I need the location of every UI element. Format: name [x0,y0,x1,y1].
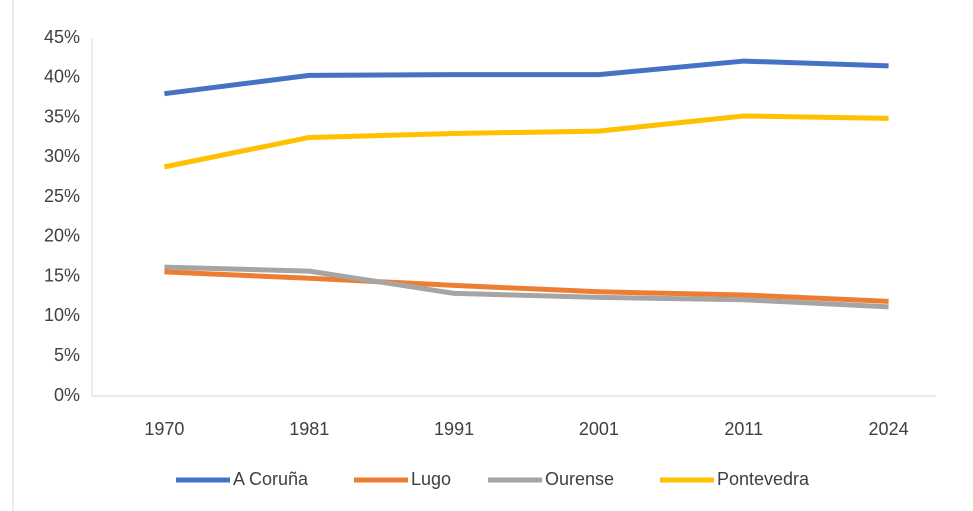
y-tick-label: 45% [44,27,80,47]
y-tick-label: 20% [44,226,80,246]
y-tick-label: 40% [44,67,80,87]
x-tick-label: 2011 [724,419,763,439]
y-tick-label: 5% [54,345,80,365]
series-line [163,113,889,170]
chart-frame [12,0,973,511]
x-tick-label: 2024 [869,419,909,439]
series-line [164,264,889,310]
series-line [164,58,889,97]
legend-label: Pontevedra [717,469,810,489]
y-tick-label: 10% [44,305,80,325]
y-tick-label: 15% [44,265,80,285]
legend-label: Lugo [411,469,451,489]
y-tick-label: 30% [44,146,80,166]
legend-label: A Coruña [233,469,309,489]
y-tick-label: 35% [44,106,80,126]
x-tick-label: 1991 [434,419,474,439]
x-tick-label: 1981 [289,419,329,439]
series-line [164,269,889,304]
x-tick-label: 2001 [579,419,619,439]
x-tick-label: 1970 [144,419,184,439]
y-tick-label: 25% [44,186,80,206]
legend-label: Ourense [545,469,614,489]
y-tick-label: 0% [54,385,80,405]
